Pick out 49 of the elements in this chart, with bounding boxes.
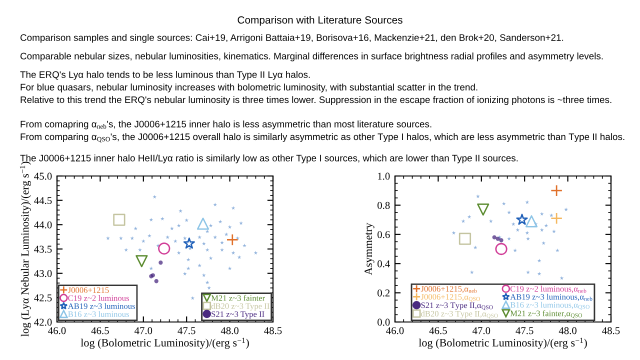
y-tick-label: 42.5 <box>34 294 52 302</box>
y-tick-label: 43.0 <box>34 270 52 278</box>
x-tick-label: 46.5 <box>429 327 447 334</box>
legend-label: C19 z~2 luminous <box>68 295 129 301</box>
legend-label: J0006+1215,α$_{QSO}$ <box>420 294 480 302</box>
x-tick-label: 47.0 <box>472 327 490 334</box>
legend-label: M21 z~3 fainter,α$_{QSO}$ <box>510 310 582 318</box>
legend-label: S21 z~3 Type II <box>212 311 264 319</box>
legend-label: dB20 z~3 Type II,α$_{QSO}$ <box>421 310 498 319</box>
x-tick-label: 48.0 <box>220 327 239 334</box>
text: From comapring α$_{neb}$'s, the J0006+1215 inner halo is less asymmetric than most literature sources. From comparing α$_{QSO}$'s, the J0006+1215 overall halo is similarly asymmetric as other Type I halos, which are less asymmetric than Type II halos. <box>20 120 624 142</box>
y-tick-label: 0.2 <box>378 289 390 297</box>
legend-label: J0006+1215 <box>68 287 109 293</box>
text: Comparable nebular sizes, nebular luminosities, kinematics. Marginal differences in surface brightness radial profiles and asymmetry levels. <box>20 52 603 62</box>
legend-label: dB20 z~3 Type II <box>211 303 270 311</box>
y-tick-label: 42.0 <box>34 318 52 326</box>
x-tick-label: 48.5 <box>602 327 620 334</box>
x-axis-title: log (Bolometric Luminosity)/(erg s$^{−1}$) <box>418 338 587 349</box>
x-tick-label: 47.5 <box>516 327 534 334</box>
legend-label: AB19 z~3 luminous <box>68 303 136 309</box>
y-tick-label: 0.4 <box>378 260 390 268</box>
text: The ERQ's Lyα halo tends to be less luminous than Type II Lyα halos. For blue quasars, nebular luminosity increases with bolometric luminosity, with substantial scatter in the trend. Relative to this trend the ERQ's nebular luminosity is three times lower. Suppression in the escape fraction of ionizing photons is ~three times. <box>20 71 612 105</box>
legend-label: B16 z~3 luminous,α$_{QSO}$ <box>510 302 590 310</box>
x-tick-label: 48.0 <box>558 327 577 334</box>
text: Comparison samples and single sources: Cai+19, Arrigoni Battaia+19, Borisova+16, Mackenzie+21, den Brok+20, Sanderson+21. <box>20 34 564 43</box>
y-axis-title: Asymmetry <box>364 222 374 276</box>
x-tick-label: 47.5 <box>178 327 196 334</box>
x-tick-label: 47.0 <box>134 327 152 334</box>
y-tick-label: 44.0 <box>34 221 52 228</box>
x-axis-title: log (Bolometric Luminosity)/(erg s$^{−1}$) <box>80 338 249 349</box>
y-tick-label: 0.6 <box>378 231 390 238</box>
y-axis-title: log (Lyα Nebular Luminosity)/(erg s$^{−1}$) <box>20 162 32 337</box>
x-tick-label: 46.5 <box>91 327 109 334</box>
legend-label: J0006+1215,α$_{neb}$ <box>420 286 477 293</box>
y-tick-label: 0.0 <box>378 318 390 326</box>
legend-label: S21 z~3 Type II,α$_{QSO}$ <box>421 302 493 310</box>
y-tick-label: 45.0 <box>34 172 52 180</box>
text: Comparison with Literature Sources <box>238 16 402 26</box>
legend-label: M21 z~3 fainter <box>211 294 265 301</box>
x-tick-label: 48.5 <box>264 327 282 334</box>
y-tick-label: 44.5 <box>34 197 52 204</box>
y-tick-label: 0.8 <box>378 202 390 209</box>
legend-label: C19 z~2 luminous,α$_{neb}$ <box>510 286 586 293</box>
x-tick-label: 46.0 <box>48 327 66 334</box>
x-tick-label: 46.0 <box>386 327 404 334</box>
legend-label: AB19 z~3 luminous,α$_{neb}$ <box>510 294 592 301</box>
legend-label: B16 z~3 luminous <box>68 311 129 317</box>
y-tick-label: 43.5 <box>34 246 52 253</box>
y-tick-label: 1.0 <box>378 172 390 180</box>
